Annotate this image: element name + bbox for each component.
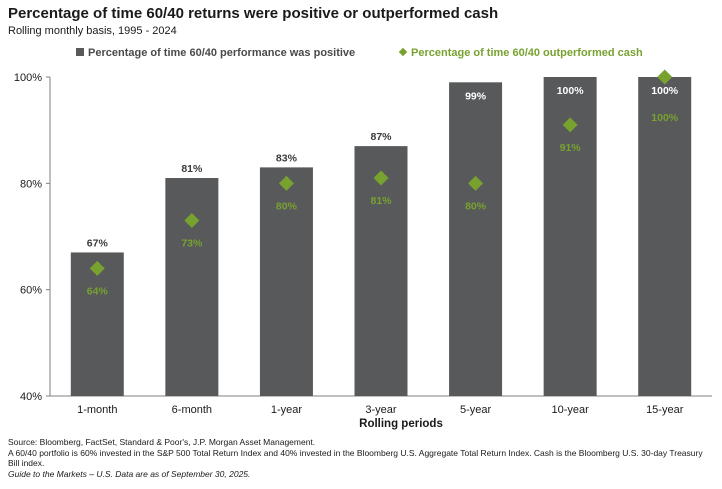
diamond-value-label: 81% [370,195,392,207]
bar [354,146,408,396]
legend-label-outperformed: Percentage of time 60/40 outperformed ca… [411,47,643,59]
y-tick-label: 100% [14,72,42,84]
bar [638,77,692,396]
bar-value-label: 100% [557,85,585,97]
bar [165,178,219,396]
diamond-marker [657,69,673,85]
y-tick-label: 80% [20,178,42,190]
x-axis-title: Rolling periods [359,418,443,430]
bar-value-label: 67% [87,237,109,249]
diamond-marker [184,213,200,229]
legend-item-positive: Percentage of time 60/40 performance was… [76,47,355,59]
bar-value-label: 99% [465,90,487,102]
x-tick-label: 3-year [365,404,397,416]
x-tick-label: 1-year [271,404,303,416]
diamond-marker [373,170,389,186]
bar-value-label: 100% [651,85,679,97]
bar [449,82,503,397]
legend-label-positive: Percentage of time 60/40 performance was… [88,47,356,59]
diamond-value-label: 80% [276,200,298,212]
bar-value-label: 87% [370,131,392,143]
y-tick-label: 60% [20,285,42,297]
diamond-value-label: 73% [181,238,203,250]
source-notes: Source: Bloomberg, FactSet, Standard & P… [8,437,708,479]
x-tick-label: 15-year [646,404,684,416]
legend-item-outperformed: Percentage of time 60/40 outperformed ca… [398,47,643,59]
legend-diamond-icon [398,47,408,57]
diamond-marker [562,117,578,133]
definition-line: A 60/40 portfolio is 60% invested in the… [8,447,703,469]
bar [70,252,124,396]
bar [259,167,313,396]
x-tick-label: 1-month [77,404,117,416]
chart-title: Percentage of time 60/40 returns were po… [8,5,499,22]
bar-value-label: 83% [276,152,298,164]
chart-plot: 40% 60% 80% 100% 67% 64% 1-month 81% 73% 6-month 8… [14,69,712,430]
diamond-value-label: 91% [560,142,582,154]
chart-subtitle: Rolling monthly basis, 1995 - 2024 [8,25,177,37]
diamond-value-label: 64% [87,285,109,297]
x-tick-label: 5-year [460,404,492,416]
guide-line: Guide to the Markets – U.S. Data are as … [8,468,251,479]
y-tick-label: 40% [20,391,42,403]
diamond-marker [89,260,105,276]
diamond-marker [468,175,484,191]
source-line: Source: Bloomberg, FactSet, Standard & P… [8,437,316,447]
legend-square-icon [76,48,84,56]
diamond-value-label: 100% [651,112,679,124]
diamond-marker [278,175,294,191]
diamond-value-label: 80% [465,200,487,212]
bar-value-label: 81% [181,163,203,175]
x-tick-label: 10-year [551,404,589,416]
x-tick-label: 6-month [172,404,212,416]
